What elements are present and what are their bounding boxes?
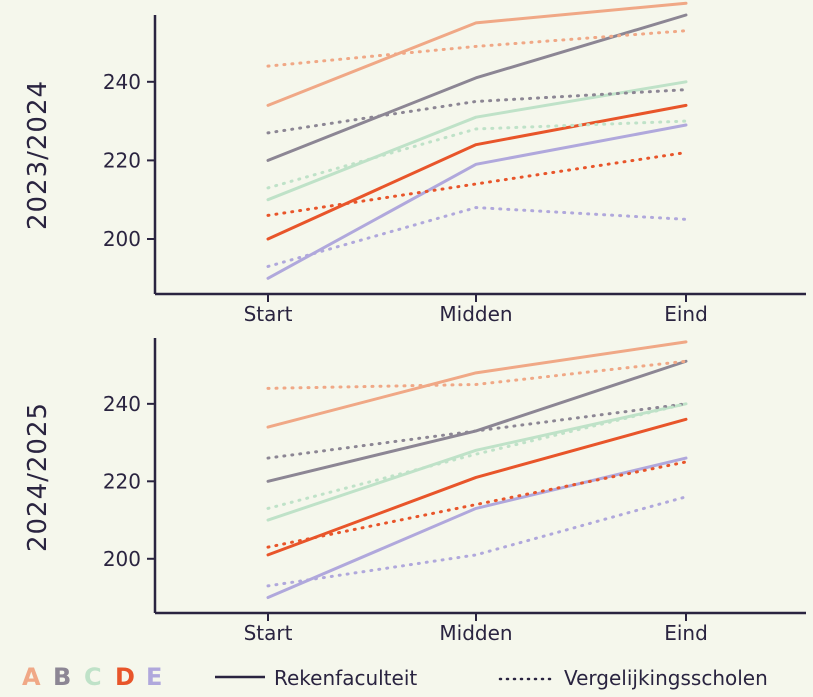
series-line-d-vergelijkingsscholen	[266, 460, 688, 549]
legend-letter: D	[115, 663, 135, 691]
series-line-b-vergelijkingsscholen	[266, 88, 688, 135]
series-line-d-rekenfaculteit	[266, 417, 688, 557]
series-line-e-vergelijkingsscholen	[266, 495, 688, 588]
panel-2023-2024: 2023/2024 200 220 240 Start Midden Eind	[23, 1, 806, 326]
series-line-c-vergelijkingsscholen	[266, 119, 688, 190]
legend-letter: B	[53, 663, 71, 691]
series-line-a-vergelijkingsscholen	[266, 359, 688, 390]
x-tick-label: Start	[244, 302, 293, 326]
y-tick-label: 240	[103, 70, 141, 94]
y-tick-label: 220	[103, 469, 141, 493]
series-line-c-rekenfaculteit	[266, 402, 688, 522]
series-line-a-vergelijkingsscholen	[266, 29, 688, 68]
x-tick-label: Start	[244, 621, 293, 645]
series-line-a-rekenfaculteit	[266, 1, 688, 107]
series-line-d-vergelijkingsscholen	[266, 151, 688, 217]
panel-title: 2024/2025	[23, 402, 53, 552]
x-tick-label: Eind	[664, 302, 708, 326]
legend-letter: C	[84, 663, 102, 691]
panel-2024-2025: 2024/2025 200 220 240 Start Midden Eind	[23, 338, 806, 645]
y-tick-label: 200	[103, 227, 141, 251]
series-line-a-rekenfaculteit	[266, 340, 688, 429]
series-line-e-rekenfaculteit	[266, 456, 688, 600]
series-line-b-vergelijkingsscholen	[266, 402, 688, 460]
legend-letter: A	[22, 663, 41, 691]
series-line-e-rekenfaculteit	[266, 123, 688, 280]
y-tick-label: 240	[103, 392, 141, 416]
x-tick-label: Midden	[439, 621, 512, 645]
legend-letter: E	[146, 663, 162, 691]
y-tick-label: 220	[103, 148, 141, 172]
legend: A B C D E Rekenfaculteit Vergelijkingsscholen	[22, 663, 768, 691]
series-line-c-rekenfaculteit	[266, 80, 688, 202]
legend-dotted-label: Vergelijkingsscholen	[564, 666, 768, 690]
series-line-e-vergelijkingsscholen	[266, 206, 688, 268]
x-tick-label: Eind	[664, 621, 708, 645]
x-tick-label: Midden	[439, 302, 512, 326]
series-line-c-vergelijkingsscholen	[266, 402, 688, 510]
y-tick-label: 200	[103, 547, 141, 571]
series-line-b-rekenfaculteit	[266, 13, 688, 162]
panel-title: 2023/2024	[23, 80, 53, 230]
legend-solid-label: Rekenfaculteit	[274, 666, 417, 690]
series-line-d-rekenfaculteit	[266, 103, 688, 241]
series-line-b-rekenfaculteit	[266, 359, 688, 483]
